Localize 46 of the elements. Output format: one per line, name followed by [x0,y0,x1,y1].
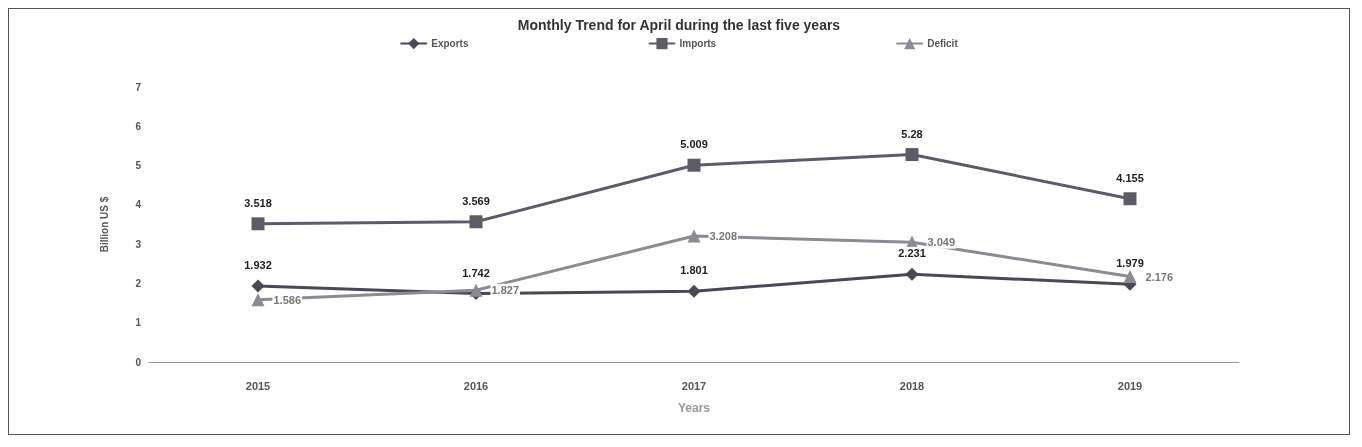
x-tick-label: 2017 [681,379,707,392]
point [1123,270,1137,284]
x-tick-label: 2019 [1117,379,1143,392]
y-axis-title: Billion US $ [98,196,110,253]
y-tick-label: 6 [135,120,142,132]
x-axis-title: Years [677,401,711,415]
point [251,293,265,307]
data-label: 3.518 [244,196,272,209]
data-label: 4.155 [1116,171,1144,184]
data-label: 2.176 [1145,270,1174,283]
point [905,267,919,281]
data-label: 1.932 [244,259,272,272]
data-label: 1.979 [1116,257,1144,270]
legend-label: Imports [679,38,717,50]
data-label: 1.742 [462,266,490,279]
data-label: 3.569 [462,194,490,207]
y-tick-label: 7 [135,81,142,93]
y-tick-label: 2 [135,277,142,289]
point [687,158,701,172]
y-tick-label: 1 [135,317,142,329]
y-tick-label: 3 [135,238,142,250]
point [251,217,265,231]
point [251,279,265,293]
legend-label: Deficit [927,38,959,50]
data-label: 1.586 [273,293,302,306]
y-tick-label: 0 [135,356,142,368]
point [1123,192,1137,206]
y-tick-label: 4 [135,199,142,211]
point [469,215,483,229]
data-label: 1.801 [680,264,708,277]
chart-title: Monthly Trend for April during the last five years [517,17,841,33]
point [469,283,483,297]
data-label: 2.231 [898,247,926,260]
data-label: 5.28 [901,127,923,140]
x-tick-label: 2016 [463,379,489,392]
legend-label: Exports [431,38,469,50]
x-tick-label: 2018 [899,379,925,392]
data-label: 3.208 [709,229,738,242]
y-tick-label: 5 [135,160,142,172]
x-tick-label: 2015 [245,379,271,392]
point [905,148,919,162]
data-label: 5.009 [680,138,708,151]
point [687,284,701,298]
data-label: 3.049 [927,236,956,249]
data-label: 1.827 [491,284,520,297]
point [687,229,701,243]
